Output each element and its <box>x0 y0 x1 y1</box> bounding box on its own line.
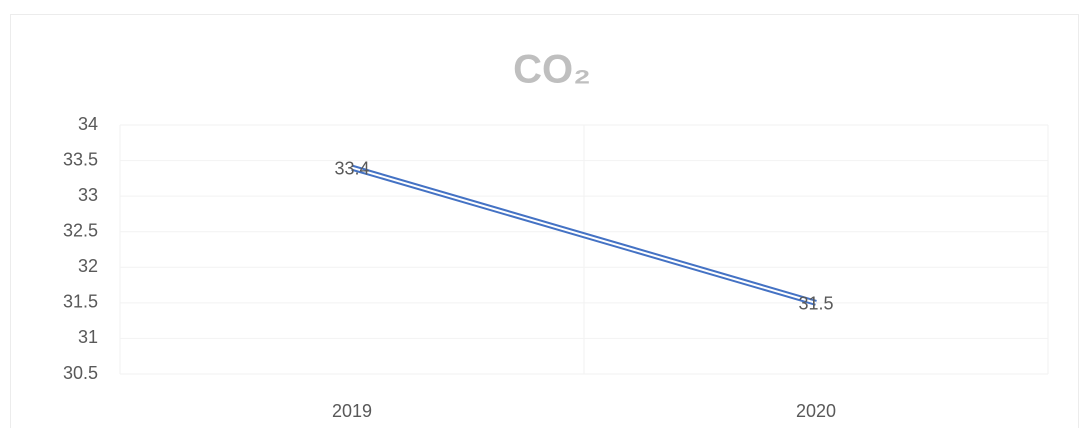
data-label: 33.4 <box>334 158 369 178</box>
y-tick-label: 34 <box>78 114 98 134</box>
chart-border <box>10 14 1079 428</box>
y-tick-label: 32 <box>78 256 98 276</box>
y-tick-label: 31.5 <box>63 292 98 312</box>
y-tick-label: 31 <box>78 327 98 347</box>
y-tick-label: 30.5 <box>63 363 98 383</box>
x-tick-label: 2020 <box>796 401 836 421</box>
y-tick-label: 33 <box>78 185 98 205</box>
y-tick-label: 32.5 <box>63 220 98 240</box>
series-line-inner <box>351 166 817 304</box>
x-tick-label: 2019 <box>332 401 372 421</box>
y-tick-label: 33.5 <box>63 149 98 169</box>
chart-title: CO₂ <box>513 48 591 92</box>
data-label: 31.5 <box>798 294 833 314</box>
